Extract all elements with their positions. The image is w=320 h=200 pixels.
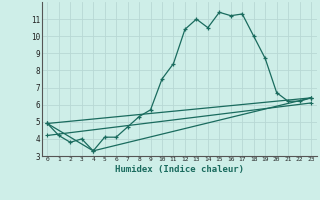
X-axis label: Humidex (Indice chaleur): Humidex (Indice chaleur) (115, 165, 244, 174)
